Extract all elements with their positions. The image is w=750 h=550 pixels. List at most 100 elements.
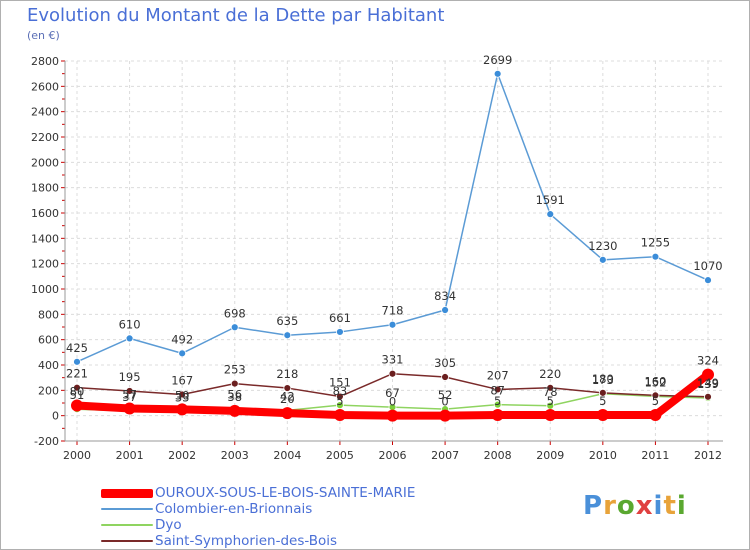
data-point (388, 320, 397, 329)
data-point (439, 409, 452, 422)
data-label: 425 (66, 341, 88, 355)
data-point (336, 401, 344, 410)
data-label: 698 (224, 306, 246, 320)
data-point (702, 368, 714, 381)
data-point (178, 390, 187, 399)
data-label: 218 (276, 367, 298, 381)
y-tick-label: -200 (34, 435, 59, 448)
data-point (649, 409, 662, 422)
data-point (596, 409, 609, 422)
legend-swatch (101, 524, 153, 526)
data-label: 718 (382, 304, 404, 318)
data-point (491, 409, 504, 422)
legend-label: Colombier-en-Brionnais (155, 501, 313, 517)
data-label: 661 (329, 311, 351, 325)
data-label: 324 (697, 354, 719, 368)
chart-title: Evolution du Montant de la Dette par Hab… (27, 5, 445, 26)
data-label: 160 (644, 374, 666, 388)
legend-item: Saint-Symphorien-des-Bois (101, 533, 415, 549)
data-label: 331 (382, 353, 404, 367)
y-tick-label: 2600 (31, 80, 59, 93)
data-label: 173 (592, 373, 614, 387)
data-label: 180 (592, 372, 614, 386)
data-point (386, 409, 399, 422)
data-point (704, 276, 712, 285)
data-label: 56 (227, 388, 242, 402)
data-label: 38 (227, 390, 242, 404)
x-tick-label: 2009 (536, 449, 564, 462)
proxiti-logo: Proxiti (583, 491, 687, 521)
data-point (73, 357, 81, 366)
data-label: 51 (70, 388, 85, 402)
x-tick-label: 2010 (589, 449, 617, 462)
legend-label: Dyo (155, 517, 182, 533)
x-tick-label: 2001 (116, 449, 144, 462)
data-label: 139 (697, 377, 719, 391)
data-point (283, 331, 292, 340)
x-tick-label: 2008 (484, 449, 512, 462)
data-point (71, 399, 83, 412)
data-point (598, 255, 607, 264)
data-point (336, 392, 344, 401)
data-point (493, 385, 502, 394)
x-tick-label: 2012 (694, 449, 722, 462)
data-point (333, 409, 346, 422)
data-label: 305 (434, 356, 456, 370)
y-tick-label: 800 (38, 308, 59, 321)
data-point (546, 210, 555, 219)
data-point (230, 323, 239, 332)
y-tick-label: 1200 (31, 258, 59, 271)
x-tick-label: 2007 (431, 449, 459, 462)
data-point (441, 306, 449, 314)
data-label: 5 (336, 394, 343, 408)
y-tick-label: 600 (38, 334, 59, 347)
data-label: 167 (171, 374, 193, 388)
data-label: 149 (697, 376, 719, 390)
chart-unit: (en €) (27, 29, 60, 42)
y-tick-label: 1600 (31, 207, 59, 220)
y-tick-label: 2400 (31, 106, 59, 119)
y-tick-label: 400 (38, 359, 59, 372)
data-label: 151 (329, 376, 351, 390)
data-label: 67 (385, 386, 400, 400)
data-point (388, 369, 397, 378)
data-label: 0 (441, 395, 448, 409)
data-label: 0 (389, 395, 396, 409)
data-label: 57 (122, 387, 137, 401)
y-tick-label: 0 (52, 410, 59, 423)
data-label: 37 (122, 390, 137, 404)
data-point (230, 379, 239, 388)
data-label: 1255 (641, 236, 670, 250)
legend-item: Colombier-en-Brionnais (101, 501, 415, 517)
data-label: 80 (70, 385, 85, 399)
data-label: 50 (175, 388, 190, 402)
data-label: 2699 (483, 53, 512, 67)
data-label: 834 (434, 289, 456, 303)
y-tick-label: 1800 (31, 182, 59, 195)
data-point (281, 407, 294, 420)
data-point (598, 388, 607, 397)
data-point (493, 69, 502, 78)
data-label: 610 (119, 317, 141, 331)
legend-item: OUROUX-SOUS-LE-BOIS-SAINTE-MARIE (101, 485, 415, 501)
data-label: 5 (599, 394, 606, 408)
data-label: 1230 (588, 239, 617, 253)
y-tick-label: 2800 (31, 55, 59, 68)
data-point (651, 252, 660, 261)
y-tick-label: 2000 (31, 156, 59, 169)
x-tick-label: 2000 (63, 449, 91, 462)
data-point (178, 349, 187, 358)
data-point (336, 328, 344, 336)
chart-legend: OUROUX-SOUS-LE-BOIS-SAINTE-MARIE Colombie… (101, 485, 415, 549)
legend-label: OUROUX-SOUS-LE-BOIS-SAINTE-MARIE (155, 485, 416, 501)
data-label: 1591 (536, 193, 565, 207)
legend-swatch (101, 540, 153, 542)
y-tick-label: 2200 (31, 131, 59, 144)
plot-area (65, 61, 723, 441)
data-label: 635 (276, 314, 298, 328)
data-label: 221 (66, 367, 88, 381)
legend-item: Dyo (101, 517, 415, 533)
data-point (704, 392, 712, 401)
x-tick-label: 2005 (326, 449, 354, 462)
